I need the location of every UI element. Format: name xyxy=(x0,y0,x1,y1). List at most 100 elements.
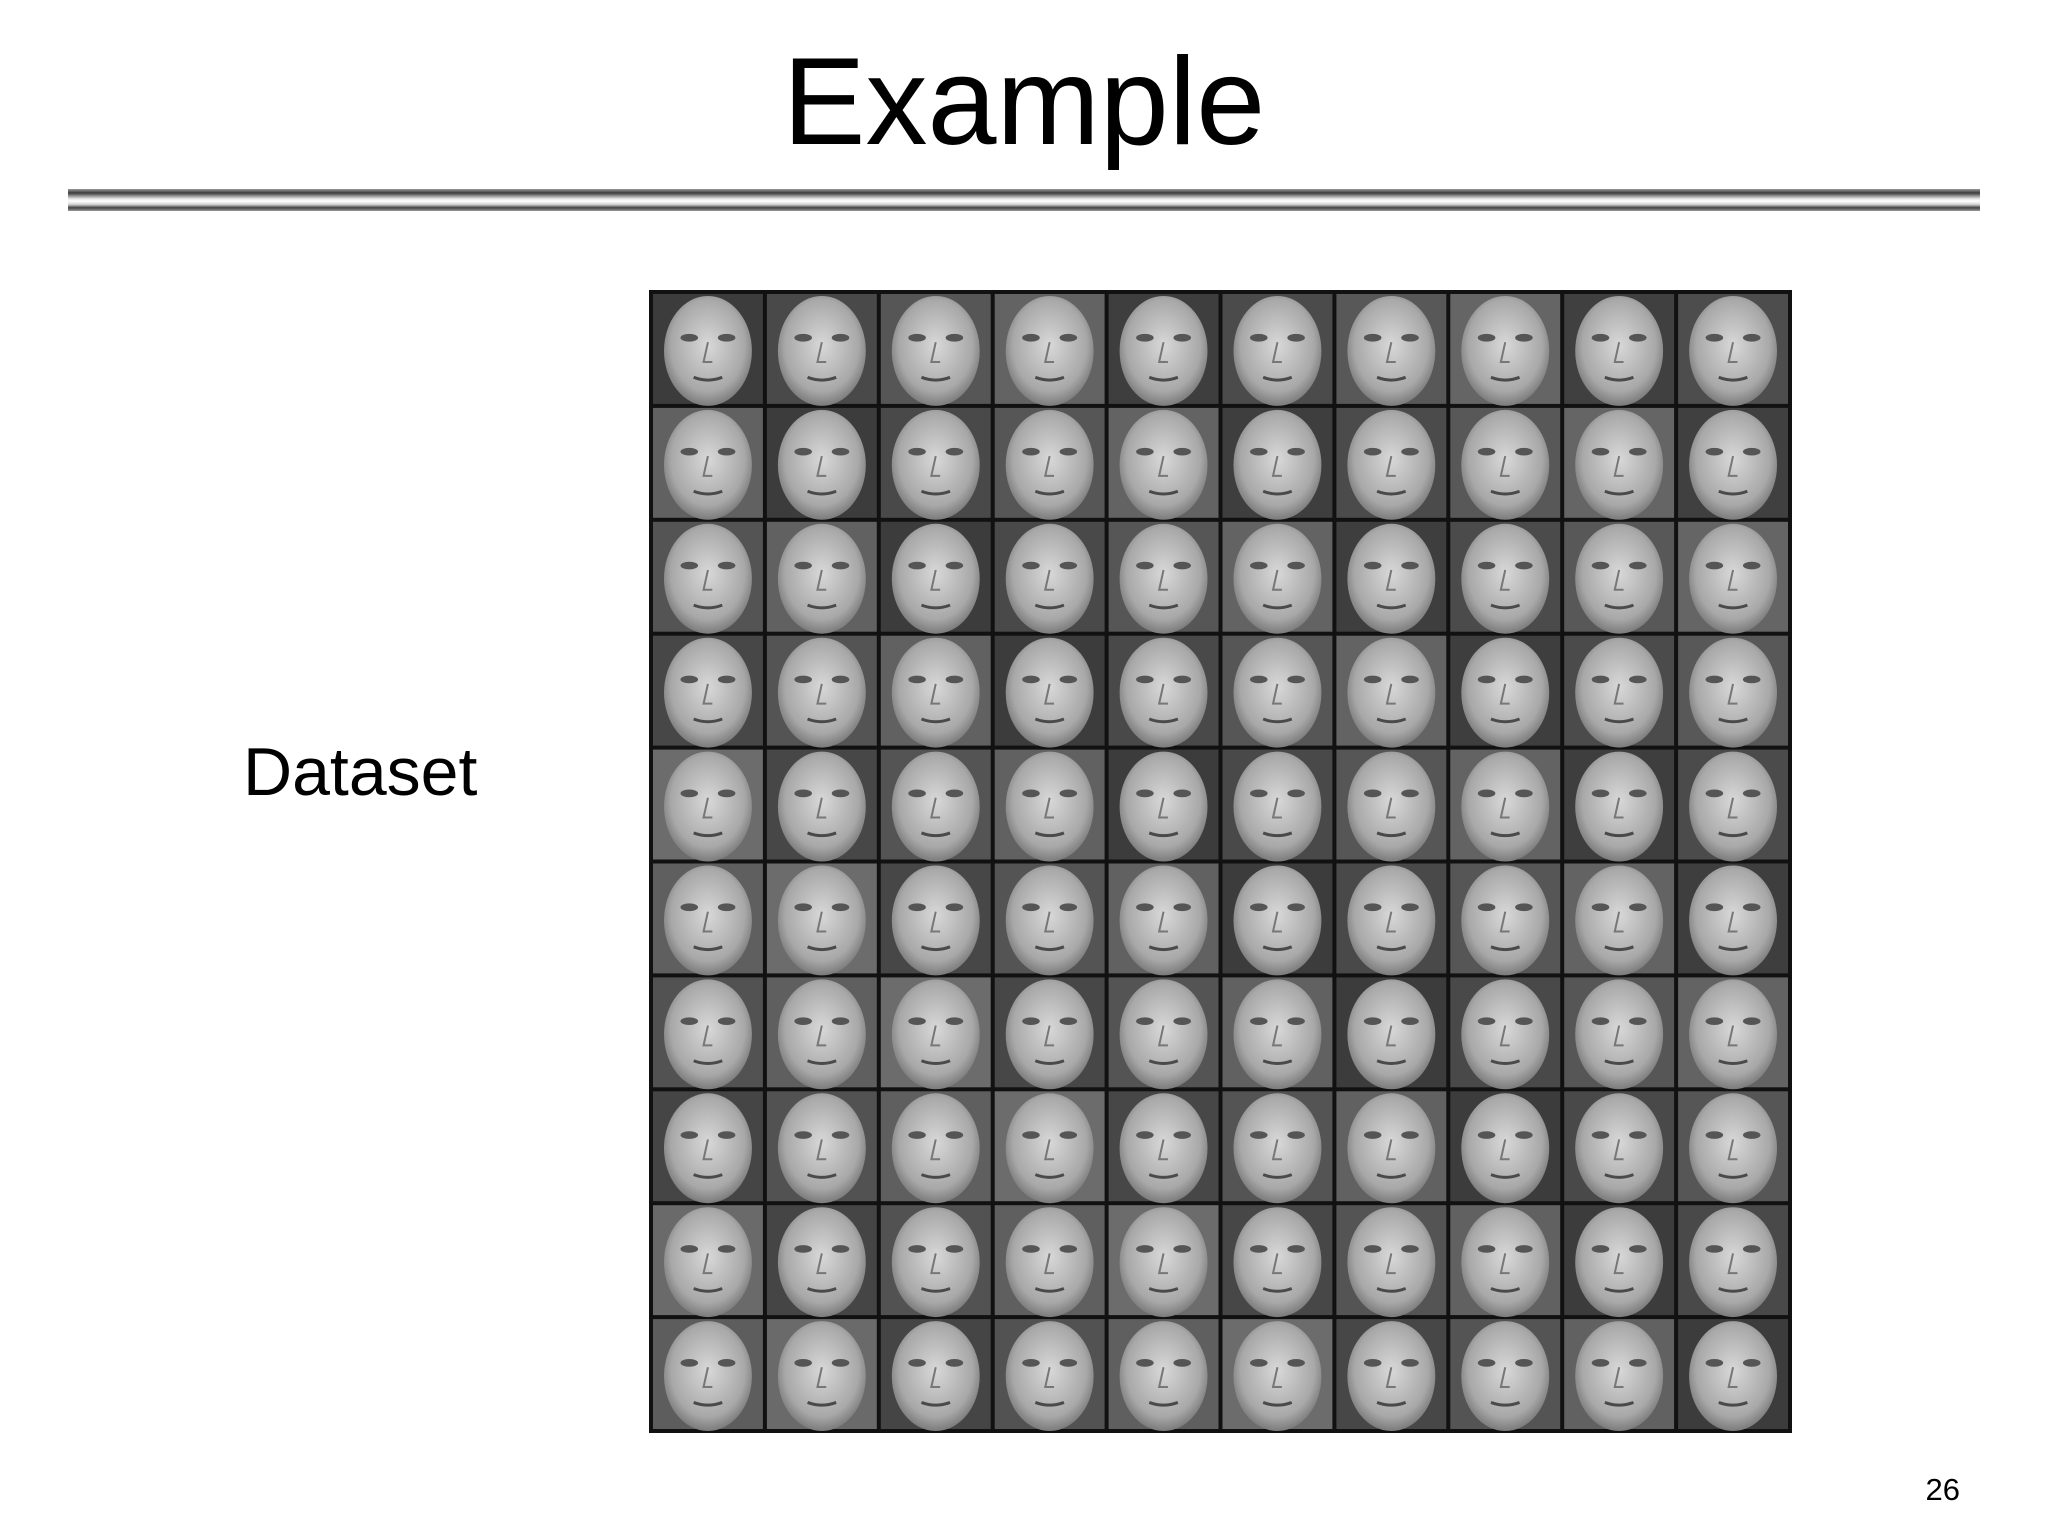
face xyxy=(663,1321,752,1432)
eye xyxy=(1287,333,1305,342)
mouth xyxy=(1490,1173,1521,1179)
mouth xyxy=(1376,1059,1407,1065)
mouth xyxy=(693,1059,723,1065)
face xyxy=(1233,865,1322,976)
face xyxy=(1689,637,1778,748)
eye xyxy=(1515,675,1533,684)
face xyxy=(1233,1321,1322,1432)
face xyxy=(777,751,866,862)
mouth xyxy=(1376,375,1407,382)
eye xyxy=(908,447,926,456)
face xyxy=(1575,637,1664,748)
mouth xyxy=(1490,831,1521,838)
eye xyxy=(1515,1245,1533,1253)
face xyxy=(777,523,866,634)
eye xyxy=(1136,675,1154,684)
mouth xyxy=(1034,1059,1065,1065)
nose xyxy=(1044,1025,1055,1047)
eye xyxy=(1401,1359,1419,1367)
eye xyxy=(680,1245,699,1253)
mouth xyxy=(1490,375,1521,382)
eye xyxy=(1022,1131,1040,1139)
eye xyxy=(1249,1017,1268,1026)
nose xyxy=(1271,1139,1282,1161)
eye xyxy=(1136,1131,1154,1139)
mouth xyxy=(693,375,723,382)
nose xyxy=(1499,569,1510,591)
eye xyxy=(1629,447,1647,456)
mouth xyxy=(1262,1173,1293,1179)
eye xyxy=(1742,561,1761,570)
face xyxy=(891,751,980,862)
eye xyxy=(1173,1359,1192,1367)
face xyxy=(1119,751,1208,862)
face xyxy=(777,979,866,1090)
face xyxy=(663,979,752,1090)
nose xyxy=(702,1253,713,1275)
eye xyxy=(1742,789,1761,798)
eye xyxy=(1173,447,1192,456)
nose xyxy=(1271,1367,1282,1389)
eye xyxy=(908,1359,926,1367)
face xyxy=(1119,523,1208,634)
slide-title: Example xyxy=(782,33,1266,171)
nose xyxy=(1385,1253,1396,1275)
nose xyxy=(1044,1367,1055,1389)
nose xyxy=(1157,911,1168,933)
face xyxy=(1347,1321,1436,1432)
face xyxy=(1005,523,1094,634)
face xyxy=(1689,979,1778,1090)
face xyxy=(1119,1093,1208,1204)
mouth xyxy=(1262,945,1293,952)
mouth xyxy=(1376,831,1407,838)
eye xyxy=(717,675,736,684)
eye xyxy=(1249,903,1268,912)
nose xyxy=(930,797,941,819)
mouth xyxy=(1376,1173,1407,1179)
eye xyxy=(831,333,850,342)
eye xyxy=(1173,789,1192,798)
page-number: 26 xyxy=(1925,1472,1960,1507)
face xyxy=(1347,1207,1436,1318)
mouth xyxy=(920,717,951,724)
face xyxy=(1689,751,1778,862)
nose xyxy=(1613,1025,1624,1047)
eye xyxy=(717,561,736,570)
mouth xyxy=(1262,375,1293,382)
eye xyxy=(794,561,812,570)
eye xyxy=(945,1359,964,1367)
eye xyxy=(1705,903,1724,912)
face xyxy=(1005,865,1094,976)
nose xyxy=(1613,1367,1624,1389)
nose xyxy=(1727,1139,1738,1161)
eye xyxy=(1477,333,1496,342)
eye xyxy=(1136,903,1154,912)
nose xyxy=(1385,1139,1396,1161)
eye xyxy=(1249,1359,1268,1367)
mouth xyxy=(1262,717,1293,724)
mouth xyxy=(1034,1401,1065,1407)
eye xyxy=(1287,1131,1305,1139)
eye xyxy=(794,675,812,684)
face xyxy=(1005,296,1094,406)
face xyxy=(1005,751,1094,862)
face xyxy=(1689,523,1778,634)
nose xyxy=(1271,569,1282,591)
eye xyxy=(831,1359,850,1367)
face xyxy=(1005,979,1094,1090)
mouth xyxy=(1034,489,1065,496)
nose xyxy=(1157,1367,1168,1389)
eye xyxy=(908,1245,926,1253)
mouth xyxy=(1376,1287,1407,1293)
face xyxy=(891,979,980,1090)
nose xyxy=(1157,569,1168,591)
eye xyxy=(717,1017,736,1026)
eye xyxy=(1136,1359,1154,1367)
eye xyxy=(1363,561,1382,570)
nose xyxy=(930,683,941,705)
face xyxy=(777,865,866,976)
nose xyxy=(1499,1139,1510,1161)
eye xyxy=(1249,675,1268,684)
eye xyxy=(1249,561,1268,570)
face xyxy=(1347,1093,1436,1204)
